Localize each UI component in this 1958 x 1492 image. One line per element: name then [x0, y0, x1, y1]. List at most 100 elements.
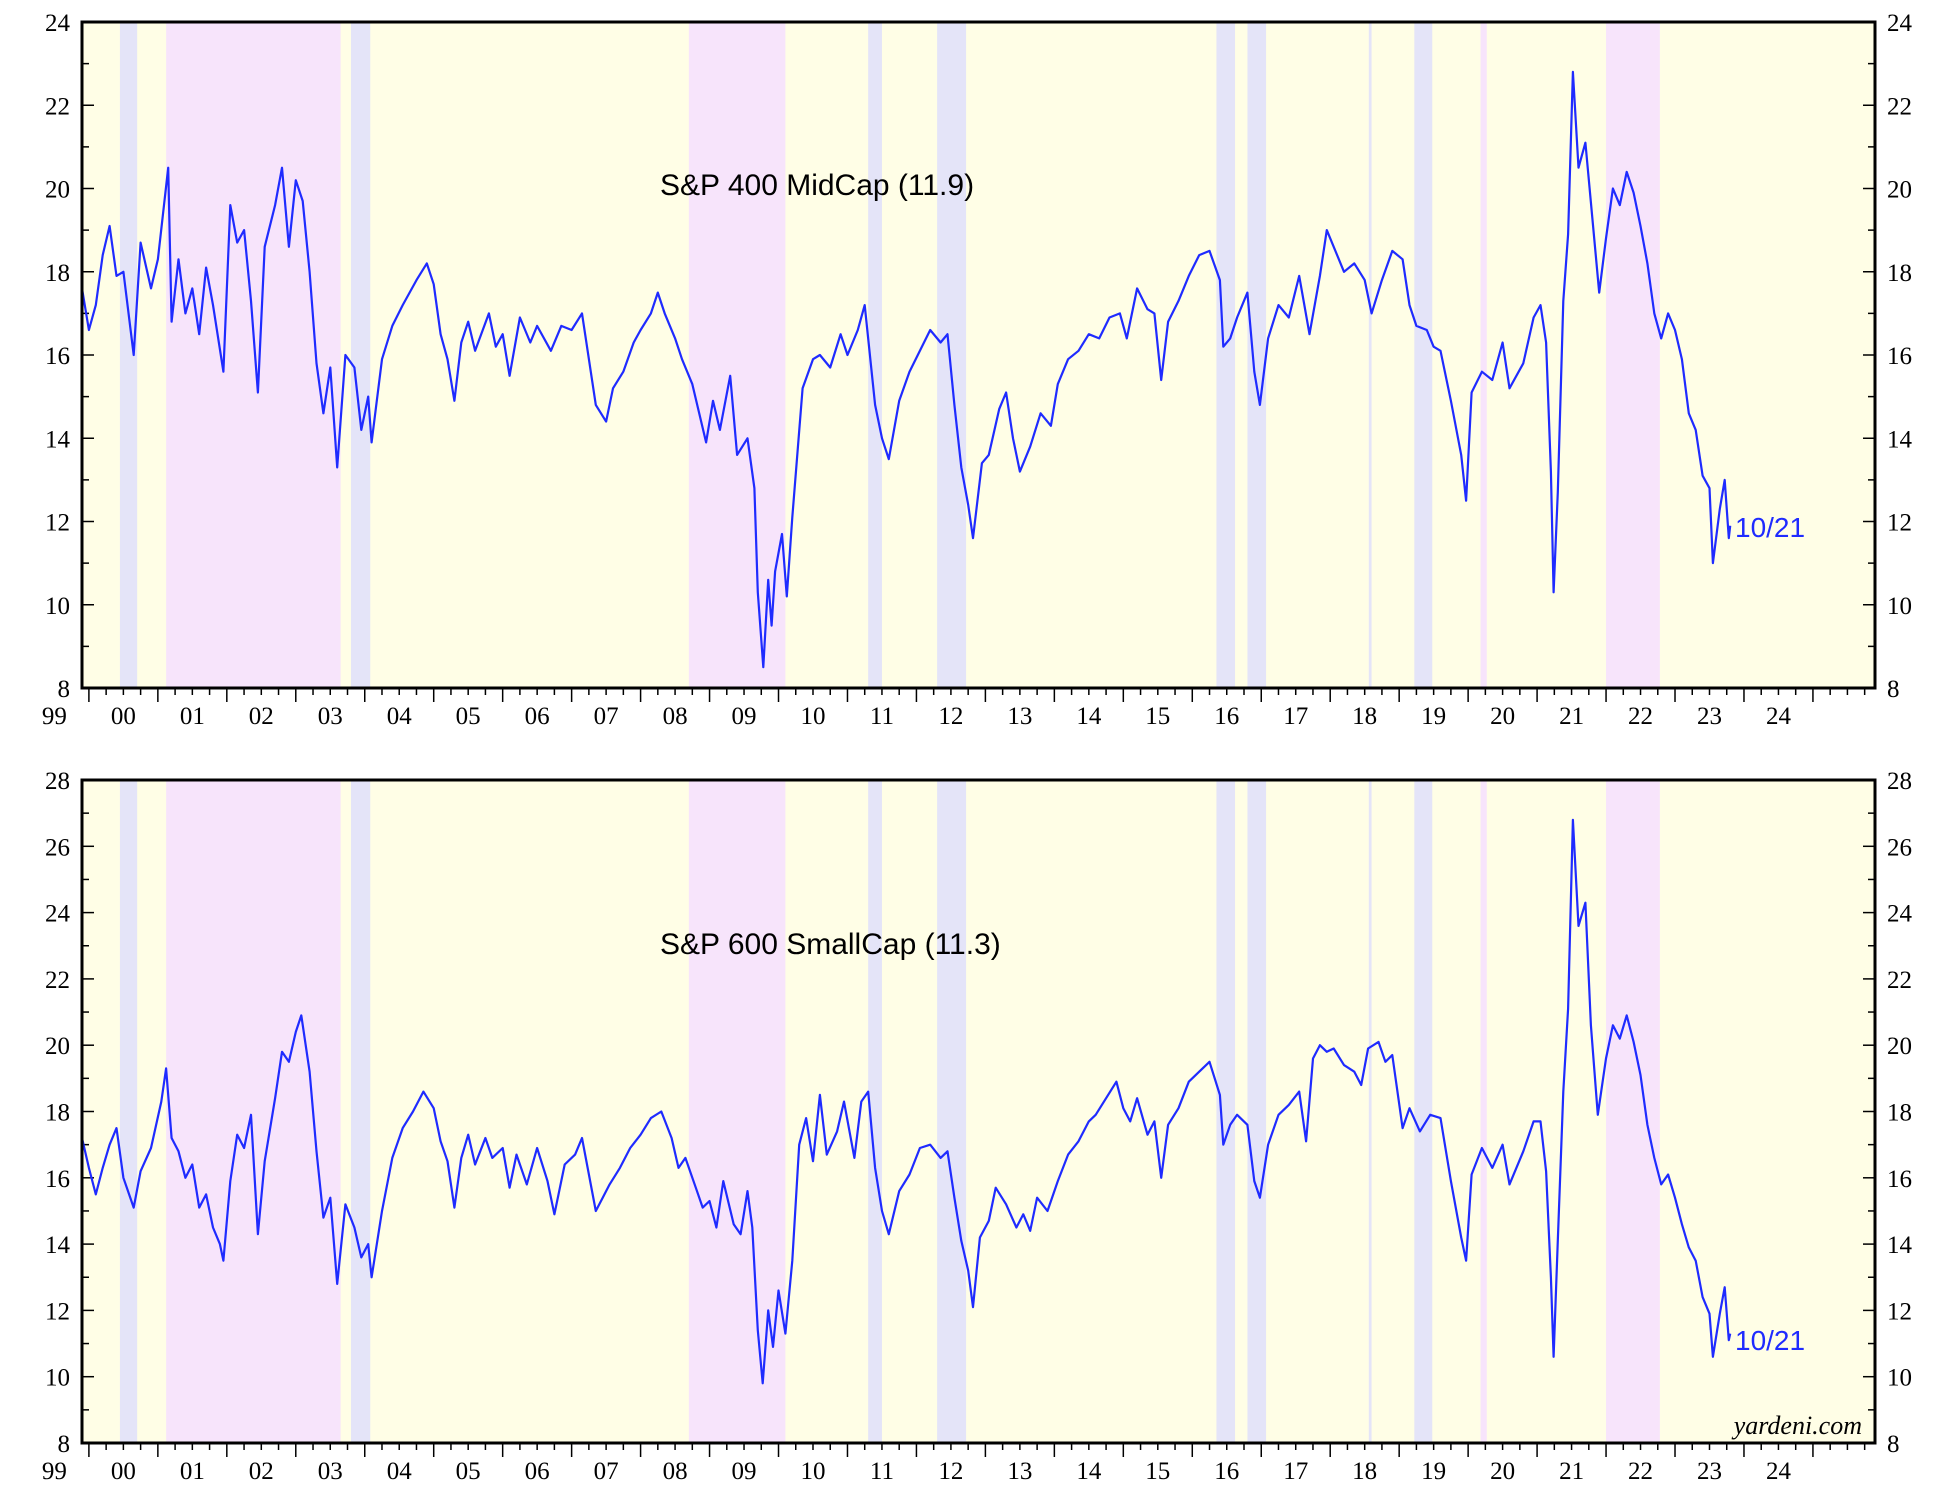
x-tick-label: 06 [525, 703, 550, 730]
x-tick-label: 00 [111, 703, 136, 730]
x-tick-label: 23 [1697, 1458, 1722, 1485]
x-tick-label: 11 [870, 703, 894, 730]
y-tick-label-left: 12 [45, 1298, 70, 1325]
x-tick-label: 16 [1214, 1458, 1239, 1485]
plot-layer: 8 8 10 10 12 12 14 14 16 16 18 18 20 20 22 22 24 24 99 00 01… [42, 10, 1913, 730]
y-tick-label-right: 28 [1887, 768, 1912, 795]
x-tick-label: 20 [1490, 1458, 1515, 1485]
midcap-end-label: 10/21 [1735, 512, 1805, 543]
source-credit: yardeni.com [1731, 1411, 1862, 1440]
y-tick-label-left: 10 [45, 1365, 70, 1392]
x-tick-label: 22 [1628, 1458, 1653, 1485]
shaded-period-band [119, 22, 138, 688]
shaded-period-band [937, 780, 967, 1443]
x-tick-label: 02 [249, 1458, 274, 1485]
shaded-period-band [1247, 780, 1267, 1443]
x-tick-label: 09 [732, 703, 757, 730]
x-tick-label: 18 [1352, 1458, 1377, 1485]
x-tick-label: 17 [1283, 703, 1308, 730]
y-tick-label-right: 12 [1887, 1298, 1912, 1325]
x-tick-label: 15 [1145, 703, 1170, 730]
x-tick-label: 20 [1490, 703, 1515, 730]
midcap-chart-title: S&P 400 MidCap (11.9) [660, 169, 974, 202]
shaded-period-band [1480, 22, 1487, 688]
x-tick-label: 13 [1007, 1458, 1032, 1485]
y-tick-label-right: 16 [1887, 1166, 1912, 1193]
y-tick-label-left: 24 [45, 10, 71, 37]
x-tick-label: 14 [1076, 1458, 1102, 1485]
midcap-panel: 8 8 10 10 12 12 14 14 16 16 18 18 20 20 22 22 24 24 99 00 01… [42, 10, 1913, 730]
shaded-period-band [166, 780, 341, 1443]
y-tick-label-right: 12 [1887, 510, 1912, 537]
shaded-period-band [350, 22, 371, 688]
x-tick-label: 18 [1352, 703, 1377, 730]
shaded-period-band [1414, 780, 1433, 1443]
x-tick-label: 16 [1214, 703, 1239, 730]
y-tick-label-right: 8 [1887, 1431, 1900, 1458]
smallcap-end-label: 10/21 [1735, 1325, 1805, 1356]
x-tick-label: 15 [1145, 1458, 1170, 1485]
y-tick-label-right: 18 [1887, 1100, 1912, 1127]
shaded-period-band [1216, 22, 1236, 688]
y-tick-label-left: 20 [45, 177, 70, 204]
y-tick-label-left: 10 [45, 593, 70, 620]
smallcap-panel: 8 8 10 10 12 12 14 14 16 16 18 18 20 20 22 22 24 24 26 26 28… [42, 768, 1913, 1485]
x-tick-label: 12 [938, 1458, 963, 1485]
x-tick-label: 19 [1421, 703, 1446, 730]
y-tick-label-right: 24 [1887, 901, 1913, 928]
x-tick-label: 10 [800, 1458, 825, 1485]
y-tick-label-right: 18 [1887, 260, 1912, 287]
x-tick-label: 19 [1421, 1458, 1446, 1485]
shaded-period-band [1480, 780, 1487, 1443]
x-tick-label: 00 [111, 1458, 136, 1485]
y-tick-label-left: 12 [45, 510, 70, 537]
y-tick-label-left: 16 [45, 343, 70, 370]
y-tick-label-left: 26 [45, 834, 70, 861]
shaded-period-band [166, 22, 341, 688]
y-tick-label-right: 8 [1887, 676, 1900, 703]
x-tick-label: 17 [1283, 1458, 1308, 1485]
y-tick-label-left: 14 [45, 426, 71, 453]
shaded-period-band [937, 22, 967, 688]
y-tick-label-left: 8 [58, 1431, 71, 1458]
y-tick-label-left: 18 [45, 260, 70, 287]
plot-frame [80, 778, 1877, 1445]
x-tick-label: 07 [594, 1458, 619, 1485]
x-tick-label: 99 [42, 1458, 67, 1485]
x-tick-label: 09 [732, 1458, 757, 1485]
y-tick-label-right: 24 [1887, 10, 1913, 37]
shaded-period-band [868, 780, 882, 1443]
y-tick-label-left: 8 [58, 676, 71, 703]
y-tick-label-right: 16 [1887, 343, 1912, 370]
x-tick-label: 14 [1076, 703, 1102, 730]
y-tick-label-right: 10 [1887, 593, 1912, 620]
y-tick-label-left: 14 [45, 1232, 71, 1259]
series-line [80, 818, 1732, 1385]
shaded-period-band [119, 780, 138, 1443]
x-tick-label: 12 [938, 703, 963, 730]
x-tick-label: 13 [1007, 703, 1032, 730]
y-tick-label-right: 20 [1887, 177, 1912, 204]
smallcap-chart-title: S&P 600 SmallCap (11.3) [660, 928, 1001, 961]
shaded-period-band [1216, 780, 1236, 1443]
series-line [80, 70, 1732, 669]
shaded-period-band [1414, 22, 1433, 688]
x-tick-label: 05 [456, 1458, 481, 1485]
plot-layer: 8 8 10 10 12 12 14 14 16 16 18 18 20 20 22 22 24 24 26 26 28… [42, 768, 1913, 1485]
shaded-period-band [1368, 22, 1372, 688]
y-tick-label-right: 14 [1887, 426, 1913, 453]
shaded-period-band [688, 22, 786, 688]
x-tick-label: 21 [1559, 1458, 1584, 1485]
x-tick-label: 07 [594, 703, 619, 730]
x-tick-label: 21 [1559, 703, 1584, 730]
y-tick-label-right: 14 [1887, 1232, 1913, 1259]
y-tick-label-left: 22 [45, 93, 70, 120]
shaded-period-band [868, 22, 882, 688]
y-tick-label-right: 22 [1887, 93, 1912, 120]
shaded-period-band [350, 780, 371, 1443]
shaded-period-band [1606, 780, 1660, 1443]
y-tick-label-left: 24 [45, 901, 71, 928]
y-tick-label-left: 28 [45, 768, 70, 795]
x-tick-label: 24 [1766, 1458, 1792, 1485]
